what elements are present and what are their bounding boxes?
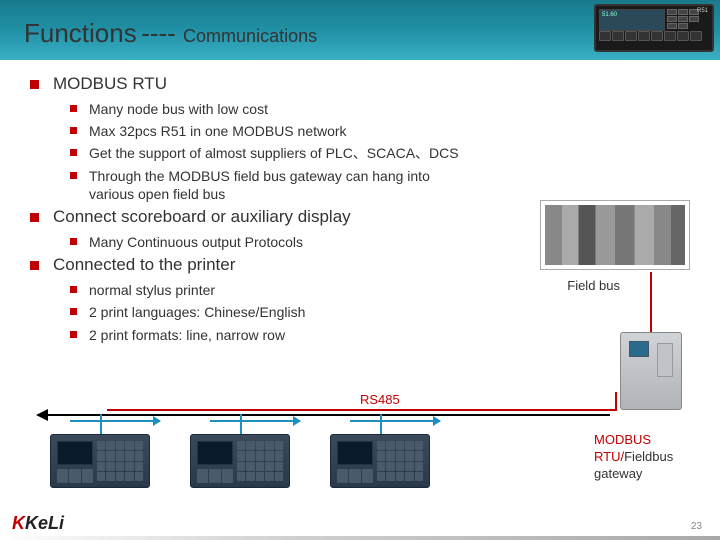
slide-header: Functions ---- Communications R51 51.60 <box>0 0 720 60</box>
bus-diagram: RS485 <box>40 390 680 530</box>
device-screen: 51.60 <box>599 9 665 31</box>
bus-branch <box>70 420 160 422</box>
rs485-label: RS485 <box>360 392 400 407</box>
bullet-square-icon <box>70 308 77 315</box>
bullet-text: Connect scoreboard or auxiliary display <box>53 207 351 227</box>
bus-drop <box>380 414 382 434</box>
title-sep: ---- <box>141 18 183 48</box>
node-display <box>57 441 93 465</box>
device-thumbnail: R51 51.60 <box>594 4 714 52</box>
bullet-square-icon <box>70 238 77 245</box>
bullet-square-icon <box>70 149 77 156</box>
fieldbus-label: Field bus <box>567 278 620 293</box>
device-bottom-buttons <box>599 31 709 41</box>
bullet-square-icon <box>30 213 39 222</box>
title-main: Functions <box>24 18 137 48</box>
bus-line <box>40 414 610 416</box>
bullet-l2: 2 print languages: Chinese/English <box>70 303 460 321</box>
bus-arrow-icon <box>36 409 48 421</box>
bullet-square-icon <box>30 261 39 270</box>
title-sub: Communications <box>183 26 317 46</box>
bullet-l2: Get the support of almost suppliers of P… <box>70 144 460 162</box>
bullet-text: Get the support of almost suppliers of P… <box>89 144 459 162</box>
bus-drop <box>240 414 242 434</box>
node-keypad <box>237 441 283 481</box>
bullet-l2: normal stylus printer <box>70 281 460 299</box>
footer-band <box>0 536 720 540</box>
bullet-square-icon <box>30 80 39 89</box>
bullet-text: normal stylus printer <box>89 281 215 299</box>
footer-logo: KKeLi <box>12 513 64 534</box>
bullet-square-icon <box>70 105 77 112</box>
bullet-l1: Connect scoreboard or auxiliary display <box>30 207 460 227</box>
node-keypad <box>377 441 423 481</box>
bullet-square-icon <box>70 172 77 179</box>
page-number: 23 <box>691 521 702 532</box>
device-model-label: R51 <box>697 8 708 14</box>
logo-text: KeLi <box>25 513 64 533</box>
bullet-l2: Many node bus with low cost <box>70 100 460 118</box>
bus-node-device <box>190 434 290 488</box>
bullet-text: Many node bus with low cost <box>89 100 268 118</box>
node-display <box>337 441 373 465</box>
bullet-square-icon <box>70 127 77 134</box>
bus-branch <box>210 420 300 422</box>
bullet-l1: MODBUS RTU <box>30 74 460 94</box>
bullet-l2: Through the MODBUS field bus gateway can… <box>70 167 460 203</box>
bullet-text: 2 print languages: Chinese/English <box>89 303 305 321</box>
bullet-l1: Connected to the printer <box>30 255 460 275</box>
rack-modules <box>545 205 685 265</box>
bullet-text: Max 32pcs R51 in one MODBUS network <box>89 122 347 140</box>
bullet-text: MODBUS RTU <box>53 74 167 94</box>
node-display <box>197 441 233 465</box>
node-keypad <box>97 441 143 481</box>
node-func-keys <box>57 469 93 483</box>
link-fieldbus-gateway <box>650 272 652 332</box>
bullet-l2: Many Continuous output Protocols <box>70 233 460 251</box>
node-func-keys <box>197 469 233 483</box>
bus-branch <box>350 420 440 422</box>
bullet-square-icon <box>70 331 77 338</box>
bullet-l2: Max 32pcs R51 in one MODBUS network <box>70 122 460 140</box>
bullet-text: Connected to the printer <box>53 255 235 275</box>
node-func-keys <box>337 469 373 483</box>
bullet-text: Through the MODBUS field bus gateway can… <box>89 167 460 203</box>
bullet-text: Many Continuous output Protocols <box>89 233 303 251</box>
bullet-square-icon <box>70 286 77 293</box>
bullet-text: 2 print formats: line, narrow row <box>89 326 285 344</box>
bus-drop <box>100 414 102 434</box>
bus-node-device <box>50 434 150 488</box>
bullet-content: MODBUS RTU Many node bus with low cost M… <box>30 74 460 348</box>
bus-node-device <box>330 434 430 488</box>
bullet-l2: 2 print formats: line, narrow row <box>70 326 460 344</box>
fieldbus-rack <box>540 200 690 270</box>
